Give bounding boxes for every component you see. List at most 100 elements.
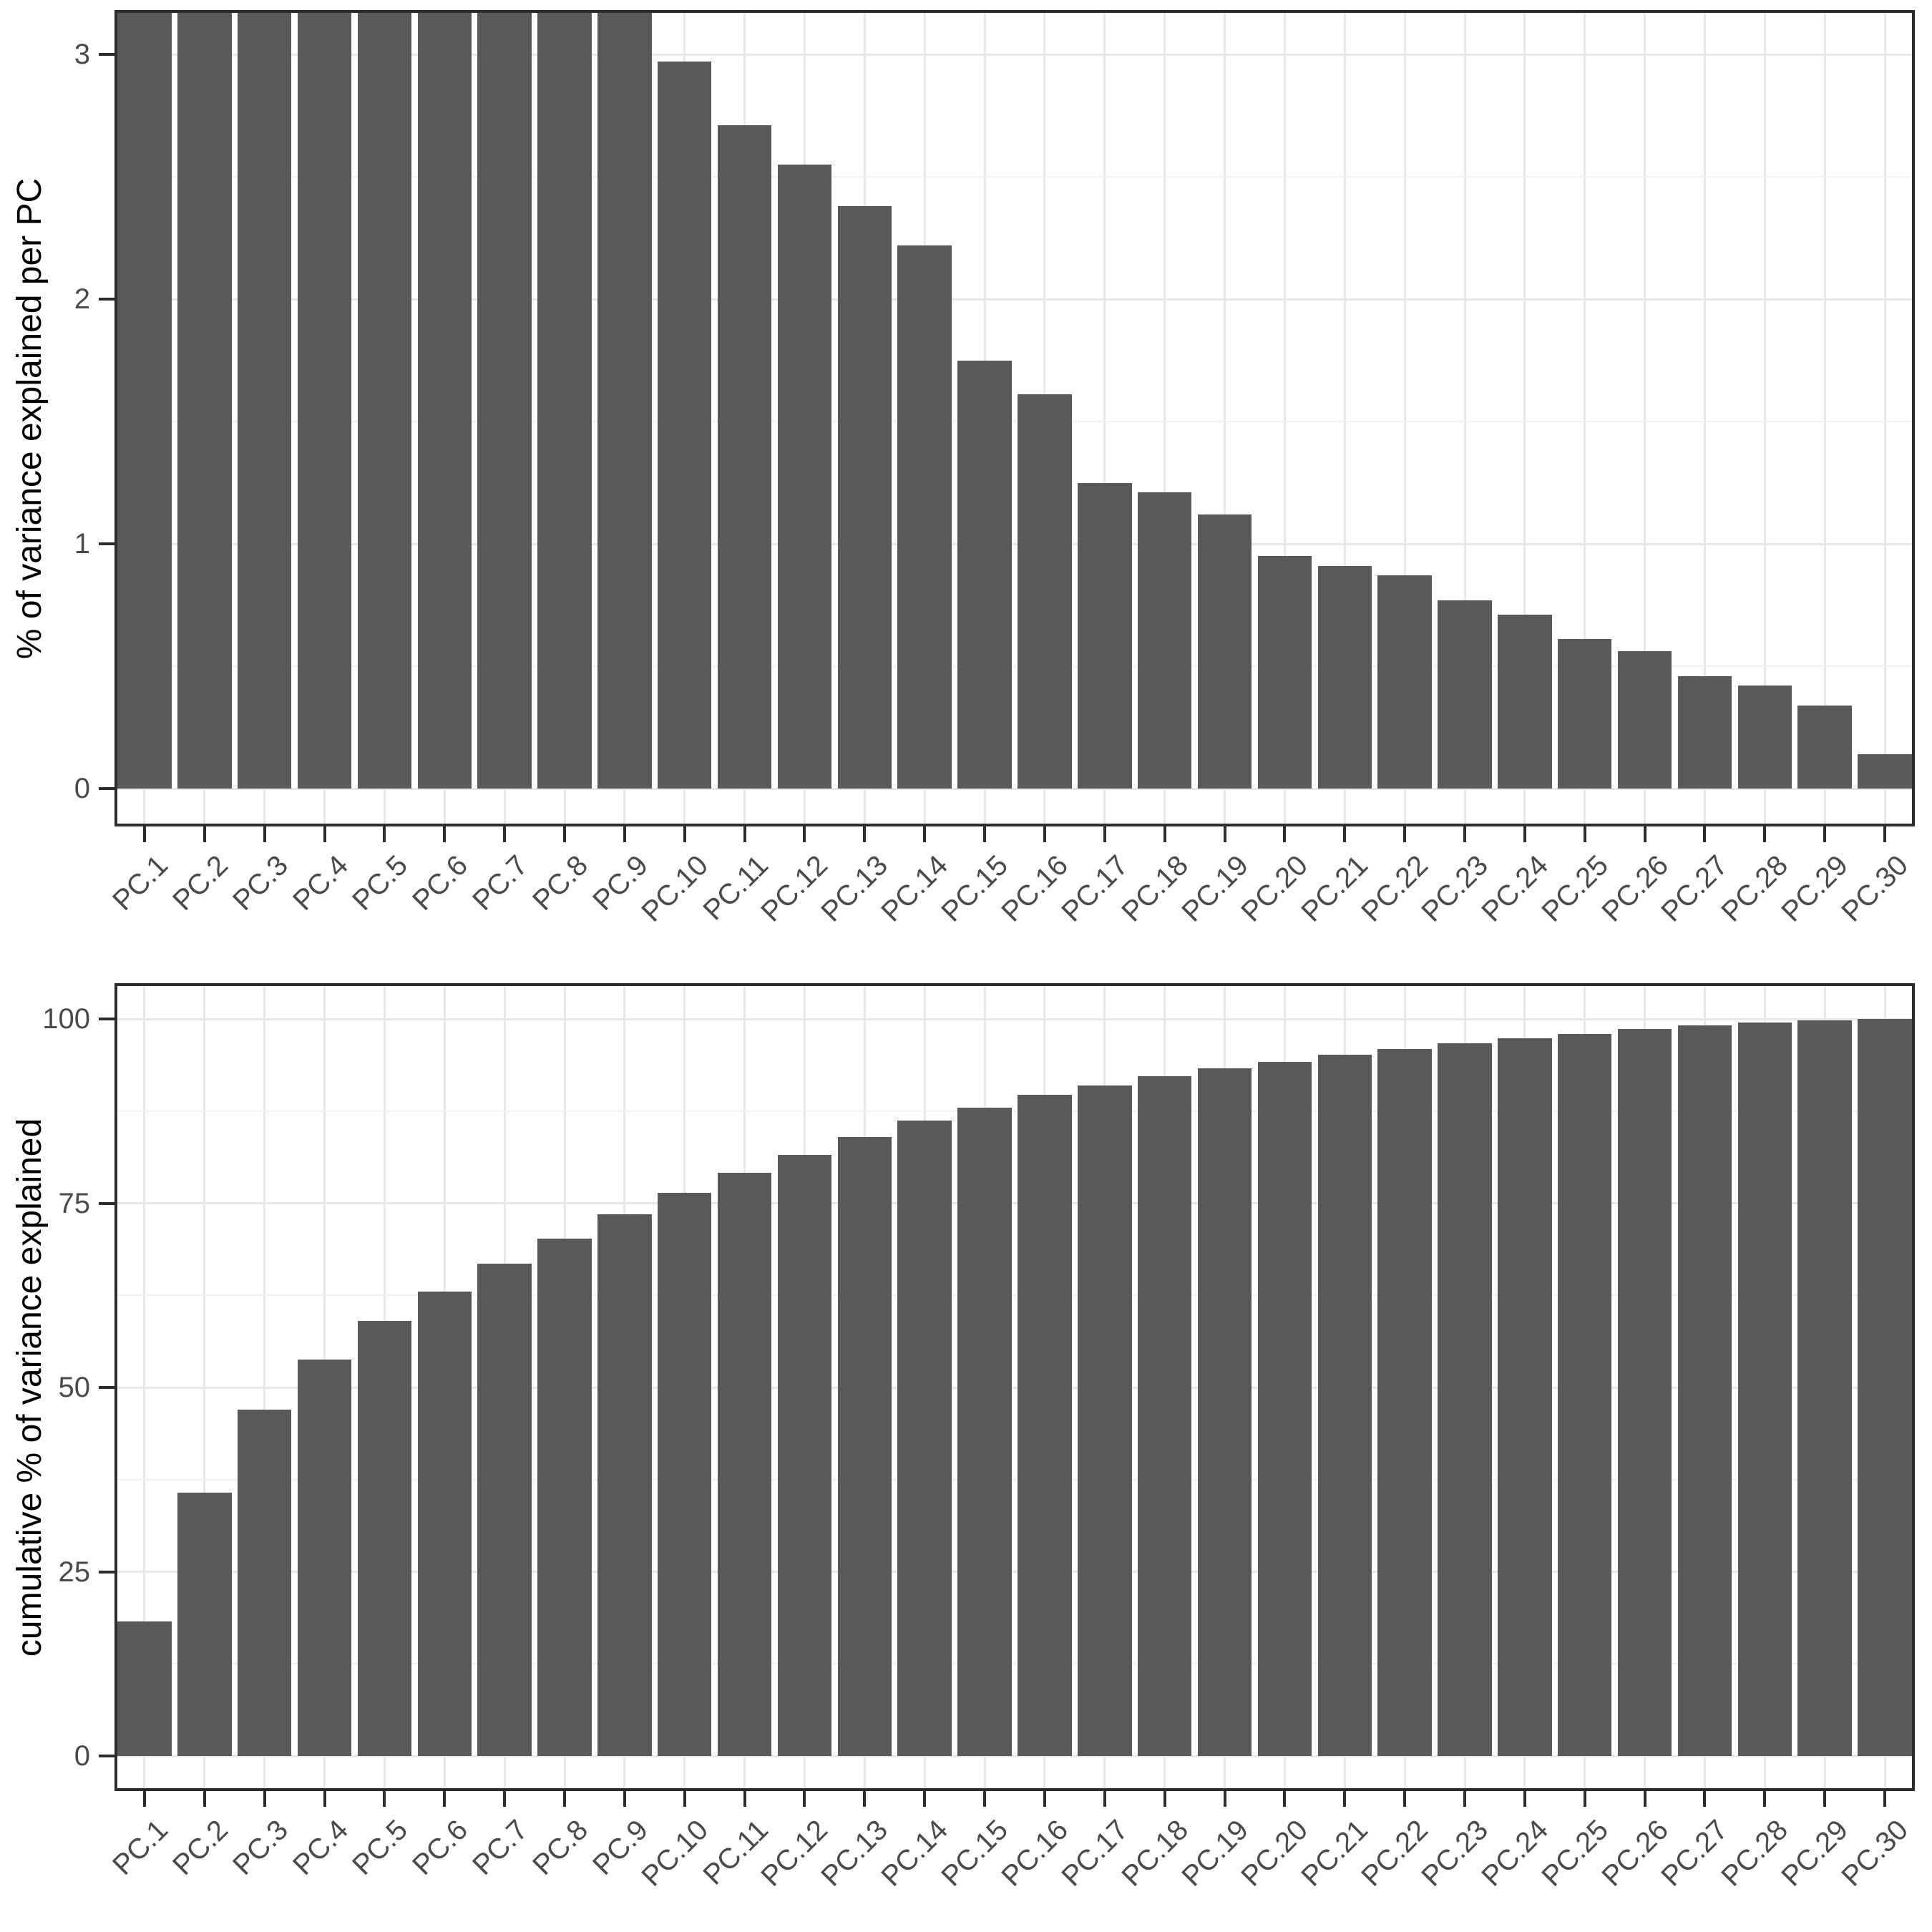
y-tick-mark	[99, 542, 114, 545]
x-tick-mark	[683, 826, 686, 842]
x-tick-mark	[1163, 1791, 1166, 1807]
x-tick-label-text: PC.12	[755, 1814, 834, 1893]
x-tick-mark	[1823, 1791, 1827, 1807]
bar	[117, 1621, 172, 1756]
y-tick-mark	[99, 1201, 114, 1205]
bar	[717, 1173, 772, 1756]
vertical-gridline	[1644, 10, 1646, 826]
x-tick-label-text: PC.11	[697, 1814, 774, 1891]
x-tick-label-text: PC.23	[1415, 1814, 1495, 1893]
bar	[417, 1292, 472, 1756]
major-gridline	[114, 787, 1915, 790]
bar	[1737, 686, 1792, 789]
x-tick-mark	[1523, 826, 1526, 842]
x-tick-label-text: PC.16	[995, 1814, 1075, 1893]
x-tick-mark	[923, 826, 927, 842]
x-tick-mark	[263, 826, 266, 842]
x-tick-mark	[383, 1791, 386, 1807]
x-tick-label-text: PC.2	[166, 1814, 234, 1882]
bar	[1858, 754, 1912, 789]
bar	[597, 1214, 652, 1756]
bar	[597, 10, 652, 789]
major-gridline	[114, 1755, 1915, 1757]
major-gridline	[114, 53, 1915, 56]
x-tick-mark	[443, 1791, 447, 1807]
x-tick-label-text: PC.4	[286, 1814, 354, 1882]
x-tick-mark	[1883, 826, 1887, 842]
x-tick-mark	[983, 1791, 987, 1807]
x-tick-mark	[1463, 1791, 1466, 1807]
x-tick-mark	[503, 1791, 507, 1807]
vertical-gridline	[1883, 10, 1886, 826]
x-tick-mark	[623, 826, 626, 842]
x-tick-mark	[1703, 826, 1707, 842]
bar	[657, 1193, 712, 1756]
x-tick-mark	[1643, 1791, 1646, 1807]
bar	[1677, 1025, 1732, 1756]
x-tick-mark	[1043, 1791, 1046, 1807]
minor-gridline	[114, 1478, 1915, 1480]
x-tick-mark	[683, 1791, 686, 1807]
x-tick-mark	[142, 826, 146, 842]
x-tick-label-text: PC.18	[1116, 1814, 1194, 1893]
y-tick-mark	[99, 1386, 114, 1389]
x-tick-mark	[563, 826, 566, 842]
bar	[777, 164, 832, 789]
x-tick-label-text: PC.6	[406, 1814, 474, 1882]
x-tick-mark	[203, 1791, 206, 1807]
x-tick-mark	[1223, 826, 1226, 842]
bar	[1317, 565, 1372, 789]
bar	[177, 10, 232, 789]
y-tick-label: 3	[74, 39, 90, 70]
minor-gridline	[114, 421, 1915, 422]
x-tick-label-text: PC.14	[875, 1814, 955, 1893]
bar	[1438, 600, 1492, 789]
vertical-gridline	[1283, 10, 1286, 826]
x-tick-mark	[1523, 1791, 1526, 1807]
vertical-gridline	[1224, 10, 1226, 826]
x-tick-label-text: PC.13	[815, 1814, 894, 1893]
bar	[1617, 1029, 1672, 1756]
y-tick-mark	[99, 53, 114, 56]
bar	[1377, 575, 1432, 789]
x-tick-mark	[1703, 1791, 1707, 1807]
bar	[1797, 1020, 1852, 1756]
x-tick-mark	[743, 1791, 746, 1807]
x-tick-mark	[1763, 826, 1767, 842]
bar	[177, 1493, 232, 1756]
y-tick-mark	[99, 1018, 114, 1020]
x-tick-mark	[803, 1791, 806, 1807]
x-tick-mark	[743, 826, 746, 842]
bar	[1438, 1043, 1492, 1756]
x-tick-mark	[1463, 826, 1466, 842]
y-tick-label: 100	[42, 1003, 90, 1035]
x-tick-label-text: PC.3	[226, 1814, 294, 1882]
major-gridline	[114, 298, 1915, 301]
vertical-gridline	[1584, 10, 1586, 826]
vertical-gridline	[1523, 10, 1526, 826]
x-tick-mark	[983, 826, 987, 842]
x-tick-label-text: PC.28	[1715, 1814, 1795, 1893]
y-tick-label: 25	[58, 1556, 91, 1588]
bar	[1197, 514, 1252, 789]
bar	[1498, 615, 1552, 789]
major-gridline	[114, 1202, 1915, 1204]
bar	[1257, 556, 1312, 789]
x-tick-mark	[563, 1791, 566, 1807]
bar	[417, 10, 472, 789]
major-gridline	[114, 1571, 1915, 1573]
x-tick-label-text: PC.7	[467, 1814, 535, 1882]
bar	[477, 10, 532, 789]
bar	[1018, 394, 1072, 789]
bar	[537, 10, 592, 789]
y-tick-mark	[99, 787, 114, 790]
x-tick-mark	[1823, 826, 1827, 842]
vertical-gridline	[1343, 10, 1346, 826]
vertical-gridline	[1823, 10, 1826, 826]
x-tick-mark	[1103, 1791, 1106, 1807]
x-tick-mark	[1283, 1791, 1287, 1807]
x-tick-mark	[203, 826, 206, 842]
bar	[837, 206, 892, 789]
bar	[1197, 1068, 1252, 1756]
